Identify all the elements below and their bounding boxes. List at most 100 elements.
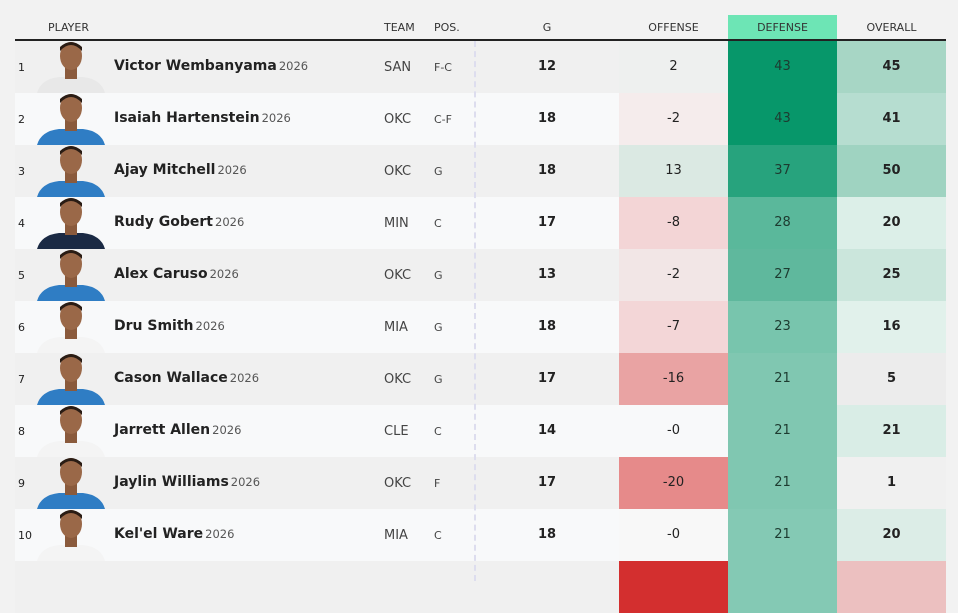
player-name[interactable]: Jaylin Williams 2026 (114, 474, 261, 490)
offense-cell (619, 561, 728, 613)
player-name[interactable]: Cason Wallace 2026 (114, 370, 260, 386)
season-year: 2026 (205, 527, 235, 541)
player-photo (35, 457, 107, 509)
position: C (434, 217, 442, 230)
games-cell: 17 (537, 475, 557, 490)
defense-cell: 21 (728, 457, 837, 509)
table-row[interactable]: 6 Dru Smith 2026 MIA G 18 -7 23 16 (15, 301, 946, 353)
team: OKC (384, 112, 412, 127)
defense-cell: 21 (728, 509, 837, 561)
rank: 10 (18, 529, 32, 542)
player-photo (35, 405, 107, 457)
table-row[interactable]: 9 Jaylin Williams 2026 OKC F 17 -20 21 1 (15, 457, 946, 509)
overall-cell: 16 (837, 301, 946, 353)
overall-cell: 45 (837, 41, 946, 93)
position: G (434, 269, 443, 282)
table-row[interactable]: 3 Ajay Mitchell 2026 OKC G 18 13 37 50 (15, 145, 946, 197)
player-name[interactable]: Jarrett Allen 2026 (114, 422, 242, 438)
rank: 6 (18, 321, 25, 334)
player-name[interactable]: Kel'el Ware 2026 (114, 526, 235, 542)
season-year: 2026 (278, 59, 309, 73)
player-photo (35, 93, 107, 145)
overall-cell: 41 (837, 93, 946, 145)
season-year: 2026 (212, 423, 242, 437)
team: MIA (384, 528, 408, 543)
overall-cell: 21 (837, 405, 946, 457)
player-photo (35, 249, 107, 301)
table-row[interactable]: 10 Kel'el Ware 2026 MIA C 18 -0 21 20 (15, 509, 946, 561)
defense-cell: 43 (728, 41, 837, 93)
rank: 1 (18, 61, 25, 74)
overall-cell: 5 (837, 353, 946, 405)
defense-cell: 28 (728, 197, 837, 249)
games-cell: 17 (537, 215, 557, 230)
rank: 2 (18, 113, 25, 126)
header-player[interactable]: PLAYER (48, 21, 89, 34)
player-name[interactable]: Alex Caruso 2026 (114, 266, 239, 282)
team: CLE (384, 424, 409, 439)
team: OKC (384, 372, 412, 387)
games-cell: 18 (537, 319, 557, 334)
offense-cell: -2 (619, 249, 728, 301)
player-photo (35, 353, 107, 405)
header-overall[interactable]: OVERALL (866, 21, 917, 34)
table-row[interactable]: 1 Victor Wembanyama 2026 SAN F-C 12 2 43 … (15, 41, 946, 93)
column-divider (474, 41, 476, 581)
games-cell: 14 (537, 423, 557, 438)
season-year: 2026 (217, 163, 247, 177)
header-offense[interactable]: OFFENSE (648, 21, 699, 34)
rank: 8 (18, 425, 25, 438)
position: G (434, 321, 443, 334)
header-team[interactable]: TEAM (384, 21, 415, 34)
overall-cell: 25 (837, 249, 946, 301)
header-pos[interactable]: POS. (434, 21, 460, 34)
defense-cell (728, 561, 837, 613)
position: C (434, 425, 442, 438)
rank: 9 (18, 477, 25, 490)
player-name[interactable]: Victor Wembanyama 2026 (114, 58, 309, 74)
table-row-partial (15, 561, 946, 613)
season-year: 2026 (209, 267, 239, 281)
table-row[interactable]: 5 Alex Caruso 2026 OKC G 13 -2 27 25 (15, 249, 946, 301)
season-year: 2026 (229, 371, 260, 385)
table-row[interactable]: 8 Jarrett Allen 2026 CLE C 14 -0 21 21 (15, 405, 946, 457)
player-name[interactable]: Ajay Mitchell 2026 (114, 162, 247, 178)
header-defense[interactable]: DEFENSE (757, 21, 808, 34)
table-row[interactable]: 2 Isaiah Hartenstein 2026 OKC C-F 18 -2 4… (15, 93, 946, 145)
offense-cell: -2 (619, 93, 728, 145)
offense-cell: 2 (619, 41, 728, 93)
player-name[interactable]: Isaiah Hartenstein 2026 (114, 110, 291, 126)
overall-cell: 1 (837, 457, 946, 509)
defense-header-highlight (728, 15, 837, 39)
season-year: 2026 (215, 215, 245, 229)
overall-cell (837, 561, 946, 613)
defense-cell: 23 (728, 301, 837, 353)
games-cell: 18 (537, 527, 557, 542)
position: C (434, 529, 442, 542)
rank: 3 (18, 165, 25, 178)
offense-cell: -8 (619, 197, 728, 249)
offense-cell: -0 (619, 405, 728, 457)
defense-cell: 37 (728, 145, 837, 197)
rank: 7 (18, 373, 25, 386)
position: F (434, 477, 441, 490)
rank: 5 (18, 269, 25, 282)
table-row[interactable]: 4 Rudy Gobert 2026 MIN C 17 -8 28 20 (15, 197, 946, 249)
player-name[interactable]: Dru Smith 2026 (114, 318, 225, 334)
player-name[interactable]: Rudy Gobert 2026 (114, 214, 245, 230)
team: OKC (384, 164, 412, 179)
overall-cell: 50 (837, 145, 946, 197)
season-year: 2026 (261, 111, 291, 125)
defense-cell: 43 (728, 93, 837, 145)
overall-cell: 20 (837, 509, 946, 561)
table-row[interactable]: 7 Cason Wallace 2026 OKC G 17 -16 21 5 (15, 353, 946, 405)
player-photo (35, 197, 107, 249)
games-cell: 18 (537, 163, 557, 178)
overall-cell: 20 (837, 197, 946, 249)
defense-cell: 21 (728, 405, 837, 457)
offense-cell: -0 (619, 509, 728, 561)
position: G (434, 373, 443, 386)
header-g[interactable]: G (542, 21, 552, 34)
defense-cell: 27 (728, 249, 837, 301)
season-year: 2026 (230, 475, 261, 489)
